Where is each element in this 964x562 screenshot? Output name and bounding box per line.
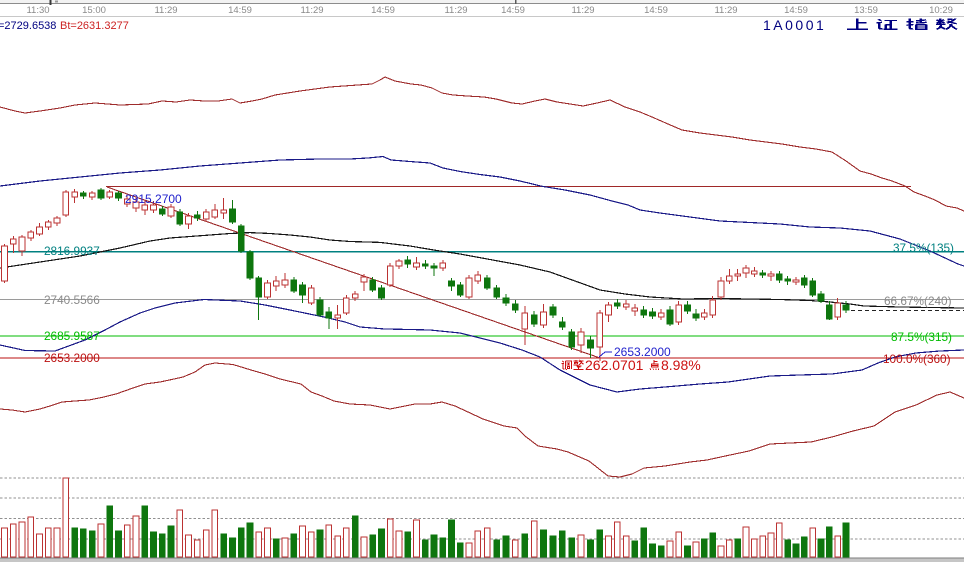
svg-text:Bt=2631.3277: Bt=2631.3277 [60,20,129,32]
svg-text:15:00: 15:00 [82,5,106,16]
svg-text:10:29: 10:29 [929,5,953,16]
svg-text:13:59: 13:59 [854,5,878,16]
svg-text:14:59: 14:59 [784,5,808,16]
svg-text:=2729.6538: =2729.6538 [0,20,56,32]
svg-text:11:29: 11:29 [571,5,594,16]
svg-text:11:29: 11:29 [300,5,323,16]
svg-text:11:29: 11:29 [714,5,737,16]
svg-text:14:59: 14:59 [501,5,525,16]
svg-text:14:59: 14:59 [371,5,395,16]
svg-text:66.67%(240): 66.67%(240) [884,294,952,308]
svg-text:2653.2000: 2653.2000 [44,351,100,365]
svg-text:11:29: 11:29 [154,5,177,16]
svg-text:2653.2000: 2653.2000 [614,345,671,359]
svg-text:8.98%: 8.98% [661,357,701,373]
svg-text:37.5%(135): 37.5%(135) [893,241,954,255]
svg-text:14:59: 14:59 [644,5,668,16]
svg-text:2740.5566: 2740.5566 [44,293,100,307]
svg-text:1A0001: 1A0001 [763,17,826,33]
svg-text:14:59: 14:59 [228,5,252,16]
svg-text:100.0%(360): 100.0%(360) [883,352,951,366]
svg-text:87.5%(315): 87.5%(315) [891,330,952,344]
svg-text:11:30: 11:30 [26,5,49,16]
svg-text:2816.9937: 2816.9937 [44,244,100,258]
svg-text:2915.2700: 2915.2700 [125,192,182,206]
svg-text:262.0701: 262.0701 [585,357,644,373]
svg-text:2685.9587: 2685.9587 [44,329,100,343]
svg-text:11:29: 11:29 [444,5,467,16]
